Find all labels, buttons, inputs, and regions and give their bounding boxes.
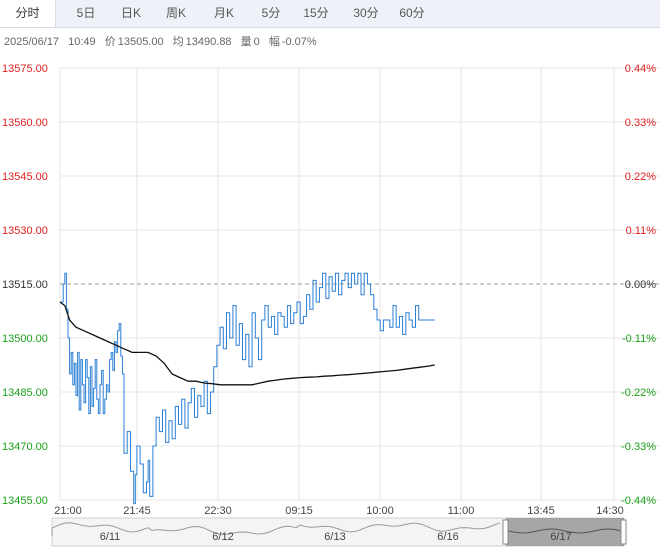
y-tick-label: 13530.00 xyxy=(2,225,48,237)
navigator-date-label: 6/16 xyxy=(437,531,458,543)
y-tick-label: 13545.00 xyxy=(2,171,48,183)
navigator-selection-sparkline xyxy=(507,528,621,534)
x-tick-label: 09:15 xyxy=(285,505,313,517)
y-tick-label: 13485.00 xyxy=(2,387,48,399)
info-avg-label: 均 xyxy=(172,36,184,48)
info-volume: 0 xyxy=(253,36,260,48)
range-navigator[interactable]: 6/11 6/12 6/13 6/16 6/17 xyxy=(51,517,627,547)
y-tick-label: 13500.00 xyxy=(2,333,48,345)
tab-6[interactable]: 15分 xyxy=(303,6,329,20)
navigator-date-label: 6/11 xyxy=(100,531,121,543)
pct-tick-label: 0.44% xyxy=(625,63,656,75)
pct-tick-label: 0.22% xyxy=(625,171,656,183)
tab-3[interactable]: 周K xyxy=(165,6,186,20)
navigator-selection[interactable] xyxy=(506,518,624,546)
x-tick-label: 21:45 xyxy=(123,505,151,517)
info-time: 10:49 xyxy=(68,36,96,48)
tab-7[interactable]: 30分 xyxy=(353,6,379,20)
price-line xyxy=(60,272,435,505)
tab-1[interactable]: 5日 xyxy=(76,6,96,20)
pct-tick-label: -0.22% xyxy=(621,387,656,399)
x-tick-label: 14:30 xyxy=(596,505,624,517)
y-tick-label: 13455.00 xyxy=(2,495,48,507)
navigator-date-label: 6/12 xyxy=(212,531,233,543)
tab-8[interactable]: 60分 xyxy=(399,6,425,20)
info-avg: 13490.88 xyxy=(185,36,232,48)
info-volume-label: 量 xyxy=(240,36,252,48)
navigator-date-label: 6/17 xyxy=(550,531,571,543)
pct-tick-label: 0.11% xyxy=(626,225,657,237)
avg-line xyxy=(59,301,435,386)
x-tick-label: 22:30 xyxy=(204,505,232,517)
pct-tick-label: 0.33% xyxy=(625,117,656,129)
x-tick-label: 21:00 xyxy=(54,505,82,517)
navigator-handle-left[interactable] xyxy=(502,519,509,545)
info-price-label: 价 xyxy=(104,36,116,48)
navigator-sparkline xyxy=(51,522,501,536)
y-tick-label: 13470.00 xyxy=(2,441,48,453)
period-tabs: 分时 5日 日K 周K 月K 5分 15分 30分 60分 xyxy=(0,0,660,28)
tab-2[interactable]: 日K xyxy=(120,6,141,20)
y-tick-label: 13575.00 xyxy=(2,63,48,75)
x-tick-label: 10:00 xyxy=(366,505,394,517)
y-tick-label: 13515.00 xyxy=(2,279,48,291)
x-tick-label: 11:00 xyxy=(448,505,475,517)
info-change-label: 幅 xyxy=(268,36,280,48)
info-date: 2025/06/17 xyxy=(4,36,60,48)
pct-tick-label: 0.00% xyxy=(625,279,656,291)
tab-0[interactable]: 分时 xyxy=(0,0,56,27)
navigator-handle-right[interactable] xyxy=(620,519,627,545)
info-price: 13505.00 xyxy=(117,36,164,48)
navigator-date-label: 6/13 xyxy=(324,531,345,543)
tab-5[interactable]: 5分 xyxy=(261,6,281,20)
pct-tick-label: -0.11% xyxy=(622,333,656,345)
x-tick-label: 13:45 xyxy=(527,505,555,517)
pct-tick-label: -0.33% xyxy=(621,441,656,453)
y-tick-label: 13560.00 xyxy=(2,117,48,129)
info-change: -0.07% xyxy=(281,36,317,48)
pct-tick-label: -0.44% xyxy=(621,495,656,507)
tab-4[interactable]: 月K xyxy=(213,6,234,20)
